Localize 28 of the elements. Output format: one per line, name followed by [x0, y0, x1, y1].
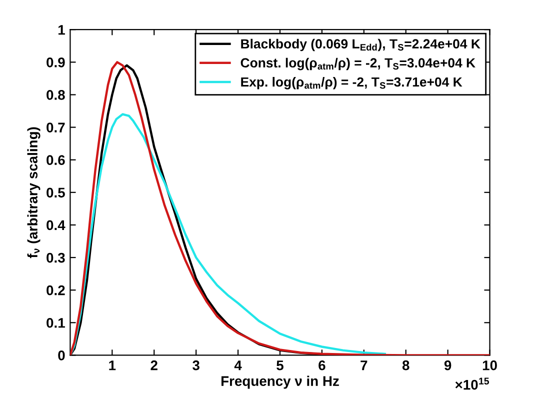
y-tick-label: 0.4 [46, 220, 66, 230]
x-tick-label: 10 [482, 360, 497, 370]
y-tick-label: 0.7 [46, 122, 65, 132]
legend-label: Exp. log(ρ$_{atm}$/ρ) = -2, T$_{S}$=3.71e+04 K [241, 76, 462, 90]
y-tick-label: 1 [58, 25, 65, 35]
x-tick-label: 7 [360, 360, 368, 370]
y-tick-label: 0.1 [46, 318, 65, 328]
y-tick-label: 0 [58, 350, 65, 360]
x-axis-title: Frequency ν in Hz [221, 376, 339, 389]
y-tick-label: 0.6 [46, 155, 65, 166]
y-tick-label: 0.9 [46, 57, 65, 68]
x-tick-label: 9 [444, 360, 452, 370]
y-tick-label: 0.3 [46, 252, 65, 263]
line-series [70, 113, 386, 356]
x-tick-label: 1 [109, 360, 116, 370]
x-tick-label: 4 [234, 360, 242, 370]
legend-label: Blackbody (0.069 L$_{Edd}$), T$_{S}$=2.24e+04 K [241, 38, 480, 52]
text: ×10$^{15}$ [455, 378, 490, 390]
x-tick-label: 2 [150, 360, 158, 370]
x-tick-label: 6 [318, 360, 326, 370]
x-tick-label: 3 [192, 360, 200, 370]
y-tick-label: 0.5 [46, 188, 65, 198]
x-tick-label: 5 [276, 360, 284, 370]
y-tick-label: 0.8 [46, 90, 65, 100]
x-tick-label: 8 [402, 360, 410, 370]
y-tick-label: 0.2 [46, 285, 65, 296]
y-axis-title: f$_{ν}$ (arbitrary scaling) [27, 127, 40, 258]
legend-label: Const. log(ρ$_{atm}$/ρ) = -2, T$_{S}$=3.04e+04 K [240, 58, 476, 70]
